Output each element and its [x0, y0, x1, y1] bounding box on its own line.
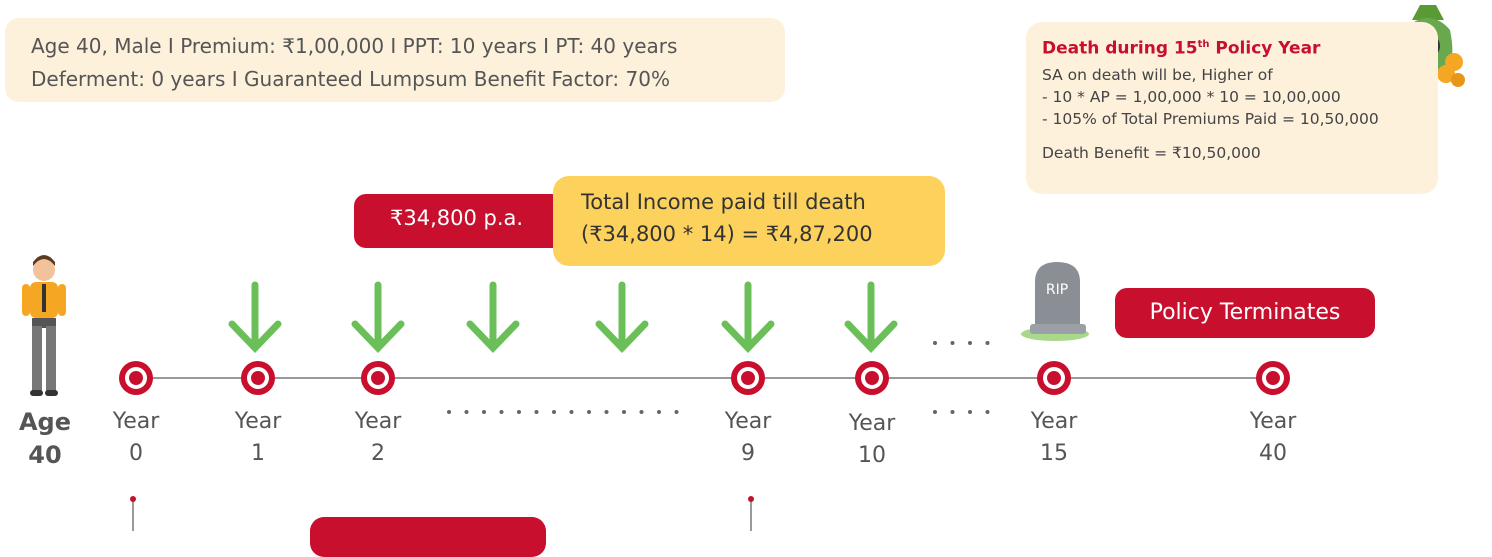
year-label: Year [328, 406, 428, 438]
dot [517, 410, 521, 414]
death-line: - 10 * AP = 1,00,000 * 10 = 10,00,000 [1042, 86, 1438, 108]
dot [570, 410, 574, 414]
year-number: 0 [86, 438, 186, 470]
dot [482, 410, 486, 414]
age-word: Age [10, 406, 80, 439]
dot [951, 410, 955, 414]
dot [933, 341, 937, 345]
terminates-tag: Policy Terminates [1115, 288, 1375, 338]
arrow [355, 285, 401, 348]
death-title: Death during 15th Policy Year [1042, 34, 1438, 60]
node-inner [741, 371, 755, 385]
death-title-text: Policy Year [1210, 39, 1321, 59]
bottom-tag [310, 517, 546, 557]
node-inner [371, 371, 385, 385]
node-inner [1047, 371, 1061, 385]
death-line: SA on death will be, Higher of [1042, 64, 1438, 86]
year-number: 1 [208, 438, 308, 470]
dot [951, 341, 955, 345]
year-label: Year [822, 408, 922, 440]
arrow [725, 285, 771, 348]
dot [587, 410, 591, 414]
year-label: Year [208, 406, 308, 438]
arrows [232, 285, 894, 348]
age-label: Age 40 [10, 406, 80, 472]
income-tag: ₹34,800 p.a. [354, 194, 564, 248]
dot [986, 341, 990, 345]
total-line: (₹34,800 * 14) = ₹4,87,200 [581, 218, 945, 250]
dot [640, 410, 644, 414]
assumptions-box: Age 40, Male I Premium: ₹1,00,000 I PPT:… [5, 18, 785, 102]
death-title-text: Death during 15 [1042, 39, 1198, 59]
node-inner [865, 371, 879, 385]
person-icon [22, 255, 66, 396]
year-number: 9 [698, 438, 798, 470]
assumption-line: Deferment: 0 years I Guaranteed Lumpsum … [31, 63, 785, 96]
dot [657, 410, 661, 414]
year-number: 40 [1223, 438, 1323, 470]
assumption-line: Age 40, Male I Premium: ₹1,00,000 I PPT:… [31, 30, 785, 63]
dot [535, 410, 539, 414]
node-inner [251, 371, 265, 385]
arrow [599, 285, 645, 348]
arrow [232, 285, 278, 348]
year-label: Year [1223, 406, 1323, 438]
total-line: Total Income paid till death [581, 186, 945, 218]
year-label: Year [1004, 406, 1104, 438]
dot [500, 410, 504, 414]
page: {"info": {"lines": ["Age 40, Male I Prem… [0, 0, 1492, 531]
age-number: 40 [10, 439, 80, 472]
dot [552, 410, 556, 414]
year-number: 2 [328, 438, 428, 470]
death-title-sup: th [1198, 39, 1210, 50]
death-box: Death during 15th Policy Year SA on deat… [1026, 22, 1438, 194]
tombstone-icon [1021, 262, 1089, 341]
death-line: - 105% of Total Premiums Paid = 10,50,00… [1042, 108, 1438, 130]
node-inner [129, 371, 143, 385]
node-inner [1266, 371, 1280, 385]
year-number: 10 [822, 440, 922, 472]
year-label: Year [86, 406, 186, 438]
dot [968, 341, 972, 345]
year-label: Year [698, 406, 798, 438]
dot [622, 410, 626, 414]
dot [933, 410, 937, 414]
total-income-box: Total Income paid till death (₹34,800 * … [553, 176, 945, 266]
death-benefit: Death Benefit = ₹10,50,000 [1042, 142, 1438, 164]
arrow [848, 285, 894, 348]
dot [675, 410, 679, 414]
tombstone-text: RIP [1046, 282, 1068, 298]
dot [968, 410, 972, 414]
dot [605, 410, 609, 414]
year-number: 15 [1004, 438, 1104, 470]
arrow [470, 285, 516, 348]
dot [465, 410, 469, 414]
dot [986, 410, 990, 414]
dot [447, 410, 451, 414]
